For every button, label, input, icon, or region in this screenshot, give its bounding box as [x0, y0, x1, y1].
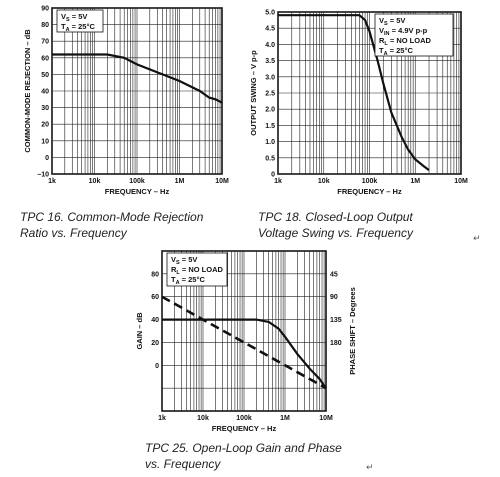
y-tick-label: 0 [155, 363, 159, 370]
y2-tick-label: 135 [330, 317, 342, 324]
x-axis-label: FREQUENCY – Hz [105, 187, 170, 196]
y-tick-label: 30 [41, 105, 49, 112]
x-tick-label: 1k [274, 178, 282, 185]
caption-tpc18-line1: TPC 18. Closed-Loop Output [258, 210, 413, 224]
y-tick-label: 3.5 [265, 58, 275, 65]
y-tick-label: –10 [37, 172, 49, 179]
x-tick-label: 100k [236, 415, 252, 422]
y-tick-label: 0 [271, 172, 275, 179]
legend-entry: VS = 5V [171, 255, 197, 266]
y-tick-label: 2.5 [265, 91, 275, 98]
y-tick-label: 50 [41, 72, 49, 79]
x-axis-label: FREQUENCY – Hz [212, 424, 277, 433]
legend-box [374, 13, 454, 57]
legend-box [56, 9, 104, 33]
y2-axis-label: PHASE SHIFT – Degrees [348, 287, 357, 375]
legend-entry: TA = 25°C [61, 22, 95, 33]
series-line-dashed [162, 295, 326, 390]
series-line-solid [278, 14, 430, 171]
caption-tpc25-line2: vs. Frequency [145, 457, 221, 471]
x-tick-label: 100k [129, 178, 145, 185]
y-tick-label: 20 [41, 122, 49, 129]
y-tick-label: 2.0 [265, 107, 275, 114]
y2-tick-label: 180 [330, 340, 342, 347]
y-tick-label: 60 [151, 294, 159, 301]
x-tick-label: 1k [48, 178, 56, 185]
caption-tpc25-line1: TPC 25. Open-Loop Gain and Phase [145, 441, 342, 455]
y-tick-label: 4.5 [265, 26, 275, 33]
x-tick-label: 1M [410, 178, 420, 185]
chart-output-voltage-swing: 1k 10k 100k 1M 10M 0 0.5 1.0 1.5 2.0 2.5 3.0 3.5 4.0 4… [249, 10, 468, 197]
line-break-mark-icon: ↵ [473, 234, 481, 244]
y-tick-label: 4.0 [265, 42, 275, 49]
x-tick-label: 10k [197, 415, 209, 422]
x-tick-label: 10M [215, 178, 229, 185]
y-axis-label: COMMON-MODE REJECTION – dB [23, 29, 32, 153]
y-tick-label: 0.5 [265, 155, 275, 162]
y2-tick-label: 45 [330, 271, 338, 278]
x-tick-label: 10k [89, 178, 101, 185]
y-tick-label: 80 [41, 22, 49, 29]
caption-tpc16-line2: Ratio vs. Frequency [20, 226, 128, 240]
y-tick-label: 5.0 [265, 10, 275, 17]
chart-open-loop-gain-phase: 1k 10k 100k 1M 10M 0 20 40 60 80 45 90 135 180 FREQUEN… [135, 250, 357, 433]
chart-common-mode-rejection: 1k 10k 100k 1M 10M –10 0 10 20 30 40 50 60 70 80 90 FREQ… [23, 6, 229, 197]
y-tick-label: 70 [41, 39, 49, 46]
legend-entry: VIN = 4.9V p-p [379, 26, 428, 37]
y-tick-label: 3.0 [265, 74, 275, 81]
y-tick-label: 60 [41, 55, 49, 62]
legend-entry: VS = 5V [61, 12, 87, 23]
x-tick-label: 100k [362, 178, 378, 185]
legend-entry: TA = 25°C [379, 46, 413, 57]
x-tick-label: 10k [318, 178, 330, 185]
y-tick-label: 80 [151, 271, 159, 278]
legend-entry: TA = 25°C [171, 275, 205, 286]
x-tick-label: 10M [319, 415, 333, 422]
line-break-mark-icon: ↵ [366, 463, 374, 473]
legend-entry: VS = 5V [379, 16, 405, 27]
y-tick-label: 90 [41, 6, 49, 13]
legend-entry: RL = NO LOAD [379, 36, 432, 47]
y-tick-label: 0 [45, 155, 49, 162]
x-tick-label: 1k [158, 415, 166, 422]
caption-tpc16-line1: TPC 16. Common-Mode Rejection [20, 210, 204, 224]
y-tick-label: 20 [151, 340, 159, 347]
legend-box [166, 252, 228, 287]
y-tick-label: 40 [41, 89, 49, 96]
y-tick-label: 1.0 [265, 139, 275, 146]
legend-entry: RL = NO LOAD [171, 265, 224, 276]
y-tick-label: 10 [41, 138, 49, 145]
x-tick-label: 10M [454, 178, 468, 185]
x-tick-label: 1M [280, 415, 290, 422]
series-line-solid [162, 318, 326, 389]
x-tick-label: 1M [175, 178, 185, 185]
y2-tick-label: 90 [330, 294, 338, 301]
x-axis-label: FREQUENCY – Hz [337, 187, 402, 196]
y-axis-label: OUTPUT SWING – V p-p [249, 50, 258, 136]
y-axis-label: GAIN – dB [135, 312, 144, 350]
caption-tpc18-line2: Voltage Swing vs. Frequency [258, 226, 414, 240]
y-tick-label: 1.5 [265, 123, 275, 130]
series-line-solid [52, 53, 222, 104]
y-tick-label: 40 [151, 317, 159, 324]
